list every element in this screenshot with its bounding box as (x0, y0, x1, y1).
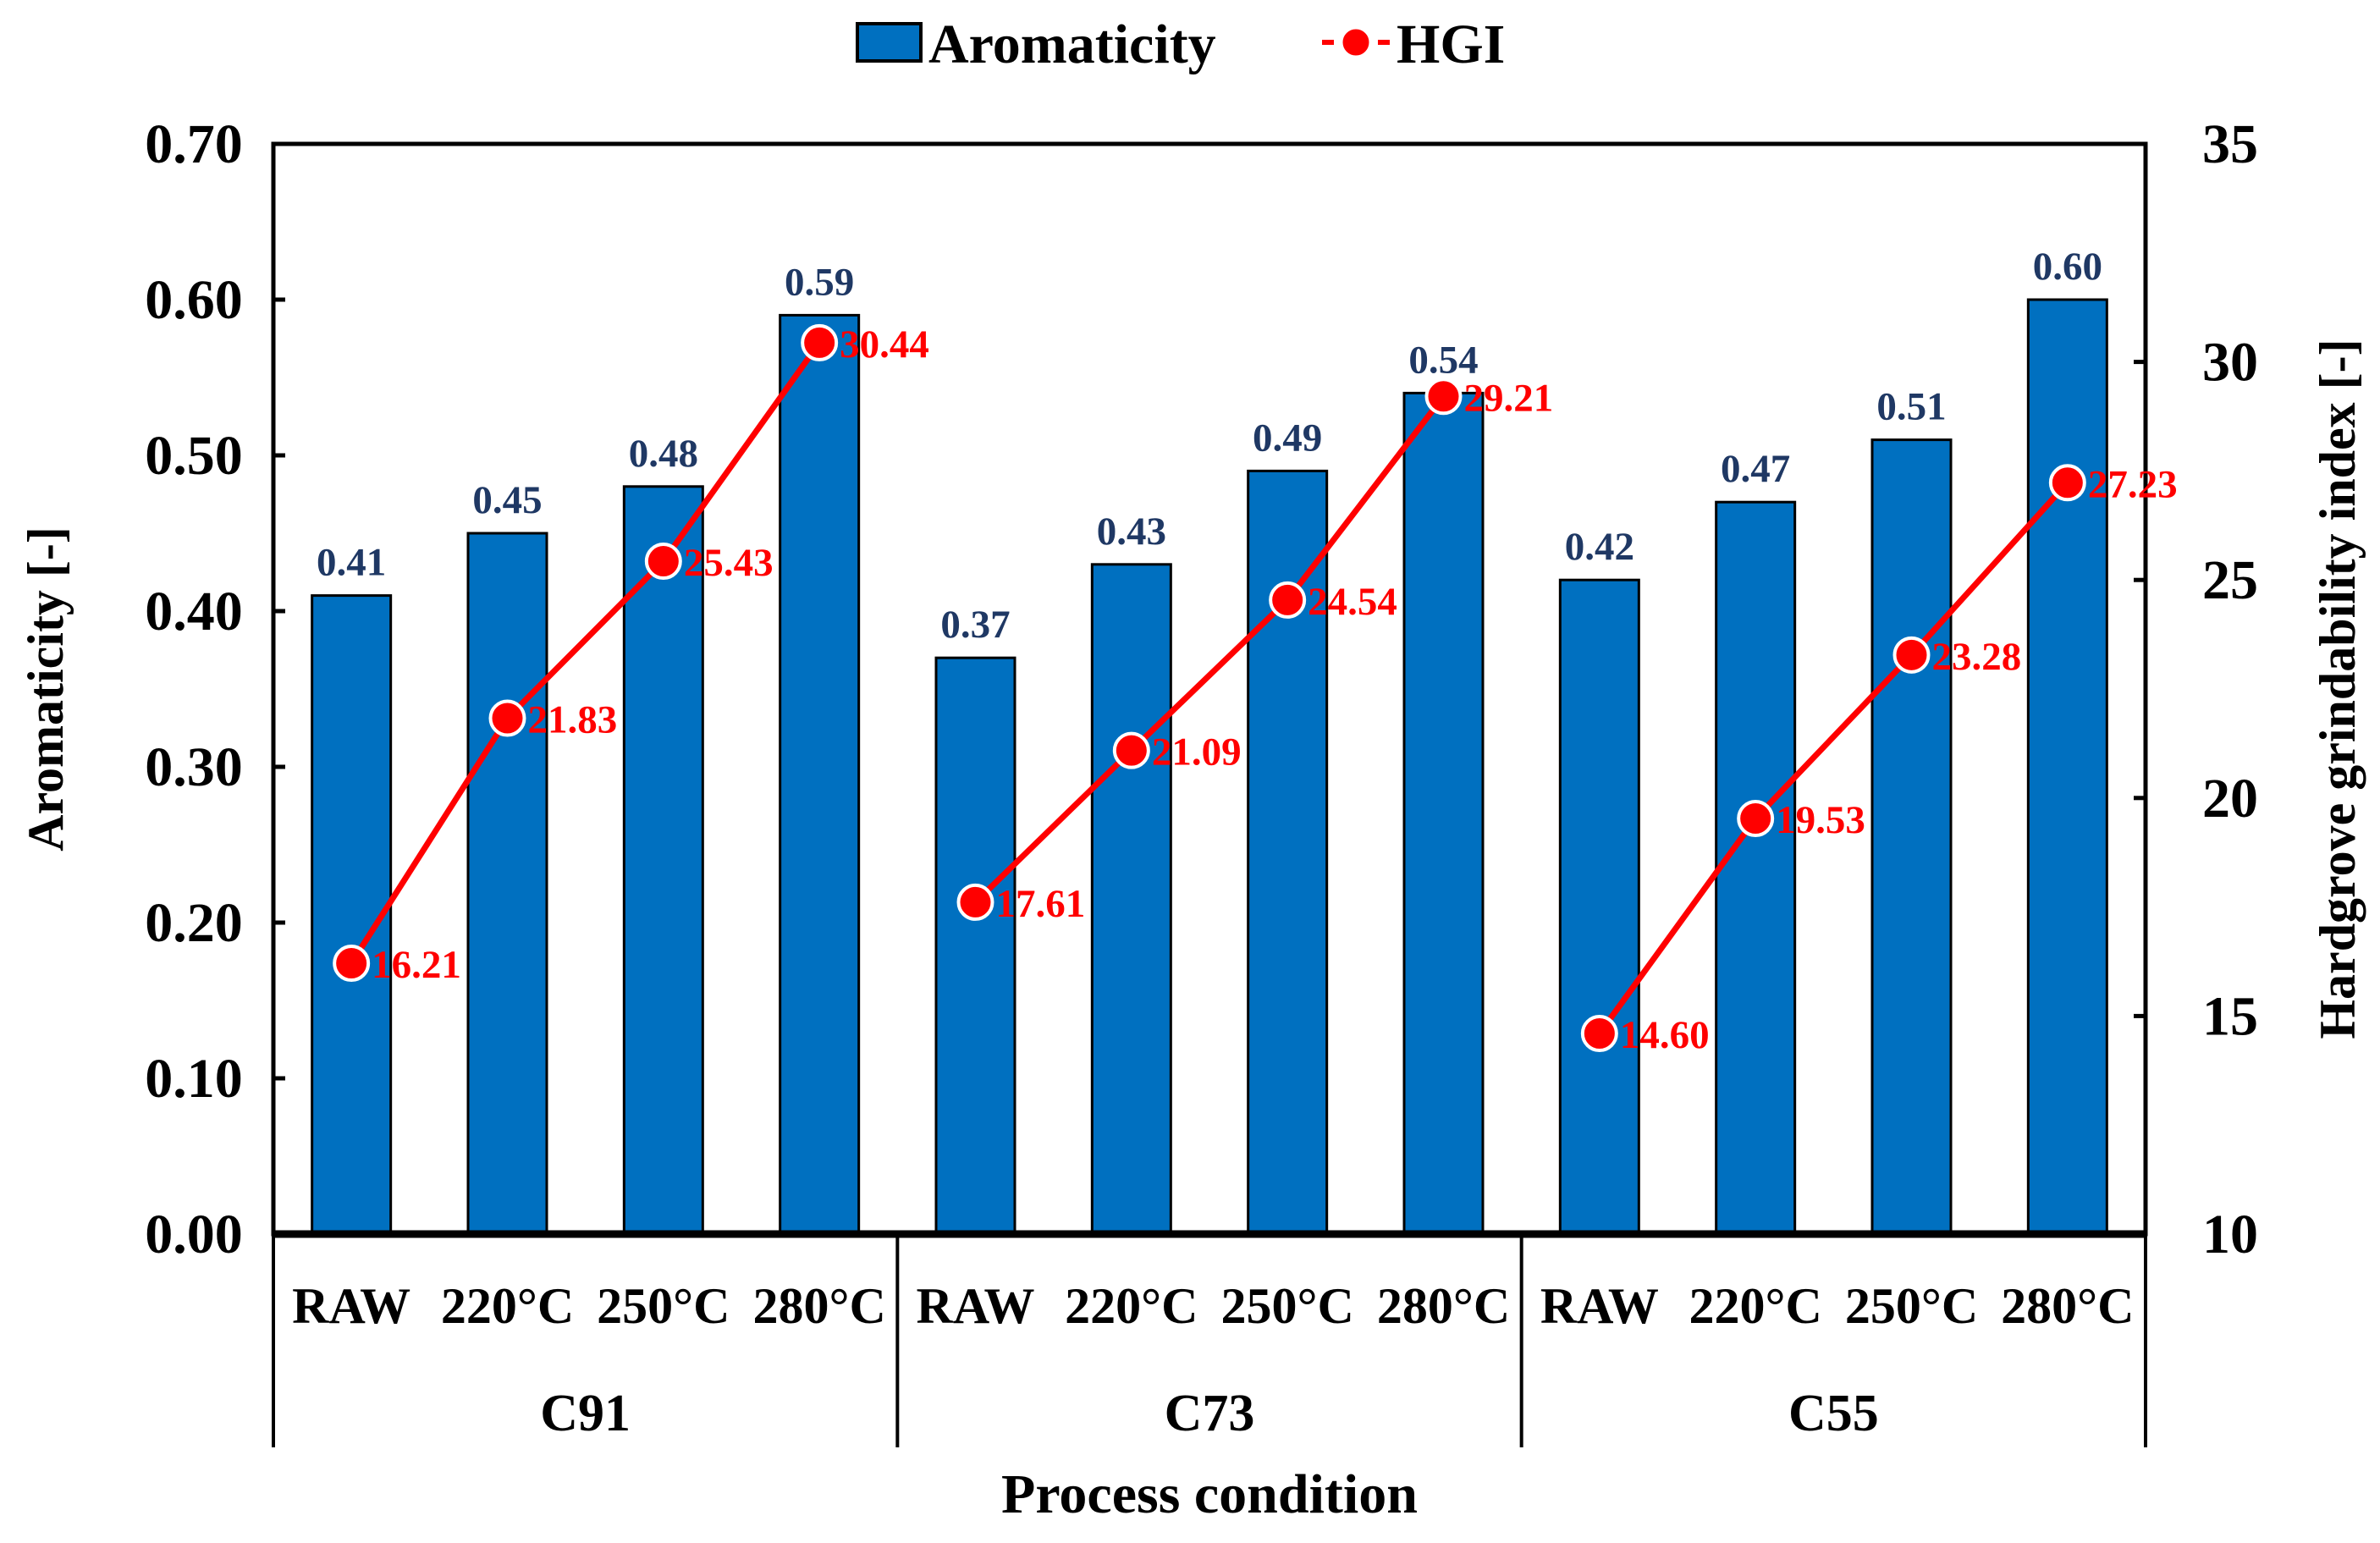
bar-data-label: 0.54 (1408, 338, 1478, 382)
hgi-marker (333, 945, 371, 983)
x-category-label: RAW (1540, 1278, 1659, 1334)
legend: Aromaticity HGI (856, 14, 1505, 75)
x-category-label: RAW (292, 1278, 410, 1334)
y-tick-label-left: 0.70 (145, 113, 243, 175)
y-tick-label-right: 15 (2202, 985, 2258, 1047)
hgi-data-label: 21.09 (1152, 730, 1242, 774)
legend-swatch-aromaticity (856, 22, 923, 63)
x-category-label: 280°C (1377, 1278, 1510, 1334)
hgi-marker (1892, 636, 1931, 674)
bar-aromaticity (466, 532, 548, 1236)
hgi-data-label: 17.61 (996, 882, 1086, 926)
hgi-data-label: 14.60 (1620, 1013, 1710, 1057)
bar-data-label: 0.48 (629, 432, 698, 476)
x-group-label: C55 (1788, 1385, 1879, 1442)
bar-aromaticity (779, 313, 861, 1236)
x-group-label: C73 (1165, 1385, 1255, 1442)
x-category-label: 250°C (1845, 1278, 1978, 1334)
hgi-marker (1737, 800, 1775, 838)
bar-data-label: 0.60 (2033, 245, 2102, 289)
x-group-label: C91 (540, 1385, 631, 1442)
x-category-label: 220°C (441, 1278, 574, 1334)
hgi-data-label: 27.23 (2088, 462, 2178, 506)
legend-marker-hgi (1340, 26, 1372, 58)
bar-aromaticity (1558, 578, 1640, 1236)
hgi-data-label: 16.21 (372, 943, 461, 987)
x-category-label: 280°C (753, 1278, 886, 1334)
bar-aromaticity (1715, 500, 1797, 1236)
hgi-data-label: 29.21 (1464, 376, 1554, 420)
x-category-label: RAW (916, 1278, 1034, 1334)
hgi-line-c73 (973, 394, 1446, 905)
x-category-label: 220°C (1689, 1278, 1822, 1334)
bar-data-label: 0.49 (1253, 416, 1322, 460)
y-tick-label-left: 0.00 (145, 1204, 243, 1265)
bar-data-label: 0.51 (1876, 385, 1946, 429)
y-tick-label-left: 0.60 (145, 269, 243, 331)
hgi-line-c91 (349, 340, 823, 965)
bar-aromaticity (311, 594, 393, 1236)
y-tick-label-right: 30 (2202, 332, 2258, 394)
y-tick-label-left: 0.50 (145, 425, 243, 487)
plot-border (271, 141, 2148, 1237)
y-tick-label-left: 0.40 (145, 581, 243, 642)
hgi-data-label: 30.44 (840, 322, 929, 366)
bar-data-label: 0.45 (472, 478, 542, 522)
plot-frame (271, 141, 2148, 1238)
hgi-data-label: 23.28 (1932, 635, 2022, 679)
hgi-marker (644, 543, 682, 581)
bar-aromaticity (2026, 298, 2108, 1236)
bar-data-label: 0.37 (940, 603, 1010, 647)
bar-aromaticity (934, 656, 1016, 1236)
y-axis-title-right: Hardgrove grindability index [-] (2310, 339, 2366, 1039)
y-tick-label-left: 0.10 (145, 1048, 243, 1110)
y-tick-label-left: 0.20 (145, 892, 243, 954)
y-tick-label-right: 35 (2202, 113, 2258, 175)
y-tick-label-right: 20 (2202, 768, 2258, 829)
legend-label-aromaticity: Aromaticity (928, 14, 1216, 75)
hgi-marker (488, 699, 526, 737)
hgi-data-label: 19.53 (1776, 798, 1865, 842)
y-tick-label-right: 10 (2202, 1204, 2258, 1265)
x-category-label: 280°C (2001, 1278, 2134, 1334)
bar-aromaticity (1090, 563, 1172, 1236)
hgi-line-c55 (1597, 480, 2070, 1036)
hgi-data-label: 24.54 (1308, 580, 1397, 624)
hgi-marker (1580, 1015, 1618, 1053)
hgi-marker (801, 323, 839, 361)
hgi-data-label: 21.83 (528, 698, 618, 742)
hgi-data-label: 25.43 (684, 541, 774, 585)
hgi-marker (1424, 377, 1463, 416)
x-category-label: 220°C (1065, 1278, 1198, 1334)
bar-data-label: 0.43 (1097, 510, 1166, 554)
bar-data-label: 0.41 (317, 541, 386, 585)
y-tick-label-left: 0.30 (145, 736, 243, 798)
bar-aromaticity (1402, 391, 1485, 1236)
bar-data-label: 0.59 (785, 260, 854, 304)
x-category-label: 250°C (1221, 1278, 1354, 1334)
legend-label-hgi: HGI (1397, 14, 1505, 75)
bar-aromaticity (622, 485, 704, 1236)
bar-data-label: 0.47 (1721, 447, 1790, 491)
y-axis-title-left: Aromaticity [-] (18, 526, 74, 851)
hgi-marker (1112, 731, 1150, 769)
x-axis-title: Process condition (1001, 1463, 1418, 1525)
hgi-marker (1269, 581, 1307, 619)
hgi-marker (956, 883, 994, 921)
bar-aromaticity (1870, 438, 1953, 1236)
hgi-marker (2048, 464, 2086, 502)
y-tick-label-right: 25 (2202, 549, 2258, 611)
bar-data-label: 0.42 (1565, 525, 1634, 569)
x-category-label: 250°C (597, 1278, 730, 1334)
